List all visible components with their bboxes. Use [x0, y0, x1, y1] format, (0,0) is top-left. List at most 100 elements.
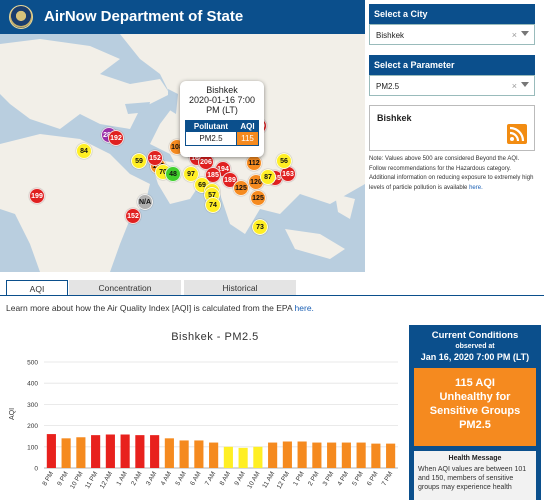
parameter-select-value: PM2.5: [376, 82, 400, 91]
aqi-bar[interactable]: [150, 435, 160, 468]
aqi-bar[interactable]: [46, 434, 56, 468]
aqi-bar[interactable]: [268, 442, 278, 468]
aqi-bar[interactable]: [356, 442, 366, 468]
aqi-bar[interactable]: [312, 442, 322, 468]
x-tick-label: 9 PM: [56, 471, 70, 488]
aqi-bar[interactable]: [386, 443, 396, 468]
map-marker[interactable]: 192: [108, 130, 124, 146]
aqi-bar[interactable]: [61, 438, 71, 468]
city-box-name: Bishkek: [377, 113, 412, 123]
x-tick-label: 2 PM: [307, 471, 321, 488]
map-marker[interactable]: 199: [29, 188, 45, 204]
aqi-bar[interactable]: [105, 434, 115, 468]
y-tick-label: 200: [27, 423, 38, 430]
x-tick-label: 1 PM: [292, 471, 306, 488]
aqi-bar[interactable]: [341, 442, 351, 468]
aqi-bar[interactable]: [91, 435, 101, 468]
aqi-bar[interactable]: [327, 442, 337, 468]
aqi-bar[interactable]: [282, 441, 292, 469]
map-marker[interactable]: 152: [147, 150, 163, 166]
city-select[interactable]: Bishkek ×: [369, 24, 535, 45]
current-aqi: 115 AQI: [455, 377, 495, 389]
map-marker[interactable]: 48: [165, 166, 181, 182]
tab-concentration[interactable]: Concentration: [69, 280, 181, 296]
x-tick-label: 3 AM: [145, 471, 158, 487]
x-tick-label: 12 PM: [276, 471, 291, 491]
city-popup: Bishkek 2020-01-16 7:00 PM (LT) Pollutan…: [180, 81, 264, 157]
health-message: Health Message When AQI values are betwe…: [414, 451, 536, 500]
map-marker[interactable]: 84: [76, 143, 92, 159]
city-info-box: Bishkek: [369, 105, 535, 151]
current-category: Unhealthy for Sensitive Groups: [429, 391, 521, 417]
x-tick-label: 10 AM: [246, 471, 261, 490]
map-marker[interactable]: 74: [205, 197, 221, 213]
chart-ylabel: AQI: [9, 408, 16, 420]
x-tick-label: 3 PM: [322, 471, 336, 488]
x-tick-label: 8 AM: [219, 471, 232, 487]
x-tick-label: 7 PM: [381, 471, 395, 488]
x-tick-label: 4 PM: [336, 471, 350, 488]
aqi-bar[interactable]: [253, 446, 263, 468]
tab-historical[interactable]: Historical: [184, 280, 296, 296]
current-pollutant: PM2.5: [459, 419, 491, 431]
tab-divider: [0, 295, 544, 296]
map-marker[interactable]: 97: [183, 166, 199, 182]
x-tick-label: 6 AM: [189, 471, 202, 487]
aqi-bar[interactable]: [297, 441, 307, 469]
learn-more-text: Learn more about how the Air Quality Ind…: [6, 303, 314, 313]
map-marker[interactable]: 56: [276, 153, 292, 169]
popup-pollutant: PM2.5: [185, 131, 237, 146]
map-marker[interactable]: 185: [205, 167, 221, 183]
tab-aqi[interactable]: AQI: [6, 280, 68, 296]
aqi-bar[interactable]: [223, 446, 233, 468]
popup-datetime: 2020-01-16 7:00 PM (LT): [188, 95, 256, 115]
y-tick-label: 500: [27, 360, 38, 367]
x-tick-label: 4 AM: [160, 471, 173, 487]
aqi-bar[interactable]: [371, 443, 381, 468]
aqi-bar[interactable]: [76, 437, 86, 468]
aqi-bar[interactable]: [238, 447, 248, 468]
map-marker[interactable]: 87: [260, 169, 276, 185]
y-tick-label: 400: [27, 381, 38, 388]
aqi-bar[interactable]: [164, 438, 174, 468]
aqi-map[interactable]: 84 289 192 115 108 165 160 165 163 166 5…: [0, 34, 365, 272]
map-marker[interactable]: 59: [131, 153, 147, 169]
current-observed: observed at: [455, 343, 495, 350]
popup-aqi: 115: [235, 131, 260, 146]
current-datetime: Jan 16, 2020 7:00 PM (LT): [420, 352, 530, 362]
select-parameter-heading: Select a Parameter: [369, 55, 535, 75]
chevron-down-icon[interactable]: [521, 31, 529, 36]
popup-col-pollutant: Pollutant: [185, 120, 237, 132]
current-title: Current Conditions: [431, 330, 519, 341]
x-tick-label: 5 PM: [351, 471, 365, 488]
aqi-bar[interactable]: [135, 435, 145, 468]
map-marker[interactable]: 125: [250, 190, 266, 206]
aqi-bar[interactable]: [209, 442, 219, 468]
chevron-down-icon[interactable]: [521, 82, 529, 87]
note-link[interactable]: here.: [469, 184, 483, 191]
map-marker[interactable]: 73: [252, 219, 268, 235]
parameter-select[interactable]: PM2.5 ×: [369, 75, 535, 96]
aqi-bar[interactable]: [179, 440, 189, 468]
clear-city-icon[interactable]: ×: [511, 30, 517, 40]
health-message-heading: Health Message: [448, 455, 502, 462]
map-marker[interactable]: 152: [125, 208, 141, 224]
x-tick-label: 12 AM: [99, 471, 114, 490]
map-marker[interactable]: 112: [246, 155, 262, 171]
x-tick-label: 7 AM: [204, 471, 217, 487]
x-tick-label: 6 PM: [366, 471, 380, 488]
x-tick-label: 8 PM: [41, 471, 55, 488]
rss-feed-icon[interactable]: [507, 124, 527, 144]
chart-title: Bishkek - PM2.5: [171, 331, 259, 343]
aqi-bar[interactable]: [120, 434, 130, 468]
y-tick-label: 100: [27, 444, 38, 451]
learn-link[interactable]: here.: [294, 303, 314, 313]
health-message-body: When AQI values are between 101 and 150,…: [418, 466, 527, 491]
current-conditions-panel: Current Conditions observed at Jan 16, 2…: [409, 325, 541, 500]
aqi-bar[interactable]: [194, 440, 204, 468]
map-marker[interactable]: 125: [233, 180, 249, 196]
clear-parameter-icon[interactable]: ×: [511, 81, 517, 91]
y-tick-label: 300: [27, 402, 38, 409]
map-marker[interactable]: N/A: [137, 194, 153, 210]
app-header: AirNow Department of State: [0, 0, 365, 34]
